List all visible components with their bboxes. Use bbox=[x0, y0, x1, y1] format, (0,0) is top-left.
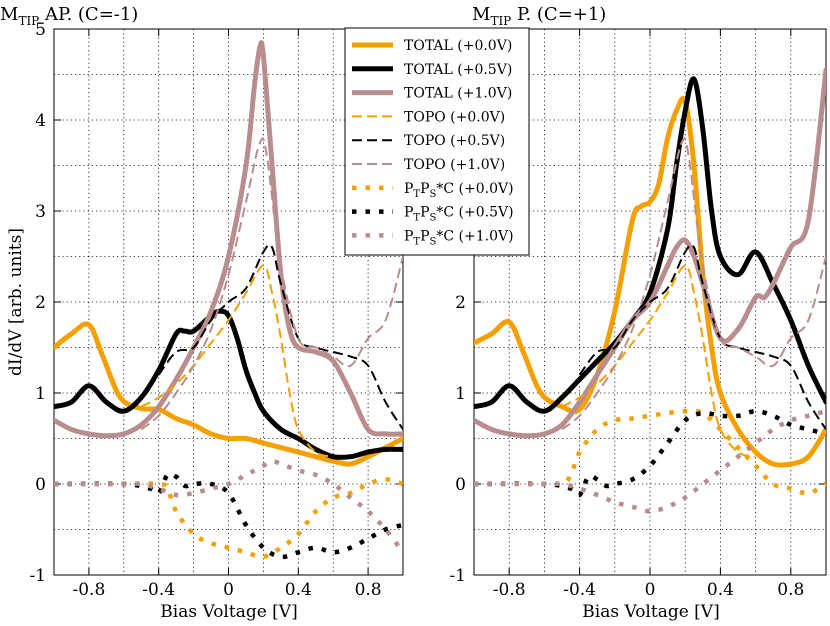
legend-label: TOPO (+0.5V) bbox=[404, 133, 505, 149]
series-line-dashed bbox=[561, 264, 756, 458]
series-line-dashed bbox=[140, 137, 403, 431]
series-line-thick bbox=[54, 40, 403, 439]
x-tick-label: -0.8 bbox=[493, 580, 526, 600]
y-tick-label: -1 bbox=[449, 566, 466, 586]
left-panel: MTIP AP. (C=-1) dI/dV [arb. units] Bias … bbox=[0, 4, 404, 622]
series-line-thick bbox=[474, 67, 826, 439]
series-line-dashed bbox=[561, 137, 826, 431]
legend-label: TOTAL (+0.5V) bbox=[404, 62, 512, 78]
x-tick-label: -0.4 bbox=[563, 580, 596, 600]
x-tick-label: 0 bbox=[645, 580, 656, 600]
left-x-axis-label: Bias Voltage [V] bbox=[160, 602, 297, 622]
series-line-dotted bbox=[474, 408, 826, 498]
y-tick-label: 2 bbox=[35, 293, 46, 313]
y-tick-label: 2 bbox=[455, 293, 466, 313]
legend-label: TOTAL (+0.0V) bbox=[404, 38, 512, 54]
legend-label: PTPS*C (+0.0V) bbox=[404, 181, 514, 200]
series-line-dashed bbox=[157, 243, 403, 430]
x-tick-label: 0.8 bbox=[777, 580, 804, 600]
x-tick-label: 0.4 bbox=[285, 580, 312, 600]
x-tick-label: -0.4 bbox=[142, 580, 175, 600]
series-line-dotted bbox=[474, 408, 826, 496]
legend: TOTAL (+0.0V) TOTAL (+0.5V) TOTAL (+1.0V) T… bbox=[344, 27, 530, 256]
legend-label: TOPO (+0.0V) bbox=[404, 109, 505, 125]
x-tick-label: 0 bbox=[223, 580, 234, 600]
legend-label: PTPS*C (+0.5V) bbox=[404, 205, 514, 224]
y-tick-label: -1 bbox=[29, 566, 46, 586]
y-tick-label: 0 bbox=[455, 475, 466, 495]
series-group bbox=[54, 40, 403, 560]
series-line-dotted bbox=[54, 477, 403, 560]
x-tick-label: -0.8 bbox=[73, 580, 106, 600]
y-tick-label: 1 bbox=[35, 384, 46, 404]
y-tick-label: 3 bbox=[35, 202, 46, 222]
legend-box bbox=[344, 27, 530, 256]
right-panel: MTIP P. (C=+1) Bias Voltage [V] -0.8 -0.4… bbox=[449, 4, 827, 622]
legend-label: TOPO (+1.0V) bbox=[404, 157, 505, 173]
legend-label: TOTAL (+1.0V) bbox=[404, 86, 512, 102]
legend-label: PTPS*C (+1.0V) bbox=[404, 228, 514, 247]
y-tick-label: 5 bbox=[35, 20, 46, 40]
right-panel-title: MTIP P. (C=+1) bbox=[472, 4, 606, 28]
series-line-thick bbox=[54, 321, 403, 467]
x-tick-label: 0.4 bbox=[707, 580, 734, 600]
series-line-thick bbox=[474, 76, 826, 414]
series-line-dashed bbox=[140, 264, 334, 458]
y-tick-label: 1 bbox=[455, 384, 466, 404]
series-line-dotted bbox=[54, 458, 403, 554]
y-tick-label: 0 bbox=[35, 475, 46, 495]
y-tick-label: 4 bbox=[35, 111, 46, 131]
x-tick-label: 0.8 bbox=[355, 580, 382, 600]
right-x-axis-label: Bias Voltage [V] bbox=[582, 602, 719, 622]
series-line-dotted bbox=[54, 471, 403, 560]
series-group bbox=[474, 67, 826, 514]
series-line-dashed bbox=[578, 243, 826, 430]
left-y-axis-label: dI/dV [arb. units] bbox=[6, 228, 26, 376]
left-panel-title: MTIP AP. (C=-1) bbox=[0, 4, 138, 28]
